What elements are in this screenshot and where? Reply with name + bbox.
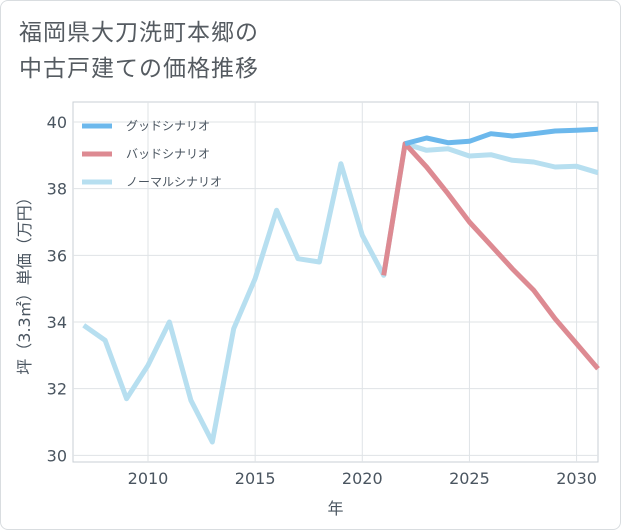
y-tick-label: 38 (47, 180, 67, 199)
legend-item-3[interactable]: ノーマルシナリオ (82, 175, 222, 189)
series-line-3 (82, 141, 599, 445)
chart-title: 福岡県大刀洗町本郷の 中古戸建ての価格推移 (19, 15, 259, 87)
series-line-1 (404, 126, 599, 147)
y-tick-label: 32 (47, 380, 67, 399)
grid-lines (72, 101, 599, 463)
y-tick-label: 34 (47, 313, 67, 332)
y-tick-label: 36 (47, 246, 67, 265)
plot-frame (72, 101, 599, 463)
legend-label: ノーマルシナリオ (126, 175, 222, 189)
x-axis-title: 年 (327, 499, 343, 518)
x-tick-label: 2010 (128, 469, 169, 488)
legend-label: グッドシナリオ (126, 119, 210, 133)
legend-item-1[interactable]: グッドシナリオ (82, 119, 210, 133)
x-tick-label: 2025 (449, 469, 490, 488)
title-line-1: 福岡県大刀洗町本郷の (19, 20, 259, 46)
x-tick-label: 2030 (556, 469, 597, 488)
y-tick-label: 40 (47, 113, 67, 132)
tick-labels: 30 32 34 36 38 40 2010 2015 2020 2025 2030 (47, 113, 597, 488)
title-line-2: 中古戸建ての価格推移 (19, 56, 259, 82)
legend-item-2[interactable]: バッドシナリオ (82, 147, 210, 161)
x-tick-label: 2015 (235, 469, 276, 488)
series-layer (82, 126, 600, 445)
y-tick-label: 30 (47, 446, 67, 465)
series-line-2 (381, 141, 600, 371)
x-tick-label: 2020 (342, 469, 383, 488)
legend-label: バッドシナリオ (126, 147, 210, 161)
y-axis-title: 坪（3.3㎡）単価（万円） (15, 189, 34, 374)
